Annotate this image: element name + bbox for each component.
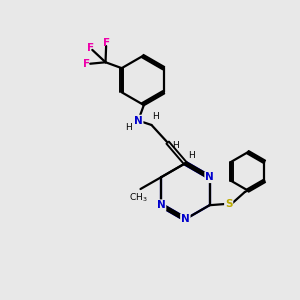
Text: F: F bbox=[87, 43, 94, 53]
Text: N: N bbox=[181, 214, 190, 224]
Text: S: S bbox=[225, 199, 232, 209]
Text: N: N bbox=[205, 172, 214, 182]
Text: F: F bbox=[83, 59, 90, 69]
Text: H: H bbox=[125, 122, 132, 131]
Text: N: N bbox=[134, 116, 142, 126]
Text: N: N bbox=[157, 200, 166, 210]
Text: F: F bbox=[103, 38, 110, 47]
Text: H: H bbox=[172, 141, 178, 150]
Text: H: H bbox=[188, 151, 195, 160]
Text: CH$_3$: CH$_3$ bbox=[129, 192, 148, 205]
Text: H: H bbox=[152, 112, 158, 121]
